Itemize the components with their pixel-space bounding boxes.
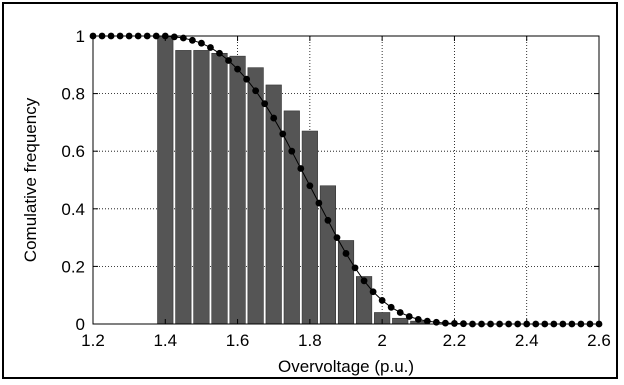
curve-point xyxy=(361,277,368,284)
x-tick-label: 2 xyxy=(377,331,386,350)
bar xyxy=(284,111,300,324)
curve-point xyxy=(406,313,413,320)
curve-point xyxy=(325,217,332,224)
curve-point xyxy=(252,87,259,94)
x-tick-label: 1.4 xyxy=(153,331,177,350)
bar xyxy=(194,50,210,324)
curve-point xyxy=(343,250,350,257)
y-tick-label: 0.2 xyxy=(61,257,85,276)
bar xyxy=(230,56,246,324)
curve-point xyxy=(261,100,268,107)
curve-point xyxy=(370,288,377,295)
y-axis-label: Comulative frequency xyxy=(21,97,40,262)
curve-point xyxy=(379,297,386,304)
curve-point xyxy=(225,57,232,64)
curve-point xyxy=(334,234,341,241)
bar xyxy=(158,36,174,324)
bar xyxy=(176,50,192,324)
curve-point xyxy=(415,316,422,323)
x-tick-label: 2.2 xyxy=(443,331,467,350)
bar xyxy=(248,68,264,324)
x-tick-label: 2.6 xyxy=(587,331,611,350)
curve-point xyxy=(279,131,286,138)
curve-point xyxy=(189,37,196,44)
y-tick-label: 0.4 xyxy=(61,200,85,219)
curve-point xyxy=(352,264,359,271)
bar xyxy=(212,53,228,324)
x-axis-label: Overvoltage (p.u.) xyxy=(278,357,414,376)
curve-point xyxy=(433,319,440,326)
curve-point xyxy=(388,304,395,311)
curve-point xyxy=(397,309,404,316)
x-tick-label: 1.8 xyxy=(298,331,322,350)
y-tick-label: 1 xyxy=(76,27,85,46)
bar xyxy=(392,318,408,324)
curve-point xyxy=(216,50,223,57)
y-tick-label: 0.8 xyxy=(61,85,85,104)
curve-point xyxy=(442,320,449,327)
curve-point xyxy=(297,165,304,172)
curve-point xyxy=(234,66,241,73)
bar xyxy=(302,131,318,324)
curve-point xyxy=(198,40,205,47)
bar xyxy=(320,186,336,324)
curve-point xyxy=(315,200,322,207)
y-tick-label: 0 xyxy=(76,315,85,334)
curve-point xyxy=(270,115,277,122)
bar-series xyxy=(158,36,427,324)
curve-point xyxy=(288,148,295,155)
axis-ticks: 1.2 1.4 1.6 1.8 2 2.2 2.4 2.600.20.40.60.81 xyxy=(61,27,610,350)
x-tick-label: 2.4 xyxy=(515,331,539,350)
curve-point xyxy=(207,44,214,51)
x-tick-label: 1.6 xyxy=(226,331,250,350)
y-tick-label: 0.6 xyxy=(61,142,85,161)
curve-point xyxy=(306,182,313,189)
curve-point xyxy=(243,76,250,83)
curve-point xyxy=(171,33,178,40)
